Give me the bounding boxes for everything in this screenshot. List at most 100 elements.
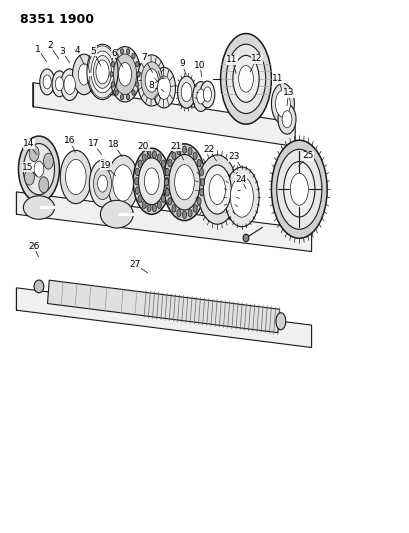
Text: 8351 1900: 8351 1900 [20,13,94,26]
Text: 18: 18 [108,141,119,149]
Text: 7: 7 [141,53,147,62]
Ellipse shape [192,82,209,111]
Ellipse shape [88,46,117,98]
Ellipse shape [164,168,168,176]
Ellipse shape [137,55,166,106]
Ellipse shape [29,146,39,161]
Ellipse shape [120,49,124,54]
Ellipse shape [197,159,201,167]
Circle shape [34,280,44,293]
Ellipse shape [145,69,158,92]
Ellipse shape [275,313,285,330]
Ellipse shape [110,71,113,77]
Text: 3: 3 [59,47,65,55]
Ellipse shape [238,66,253,92]
Ellipse shape [55,77,63,91]
Ellipse shape [161,160,165,167]
Ellipse shape [271,140,326,238]
Ellipse shape [120,94,124,100]
Ellipse shape [115,90,118,95]
Ellipse shape [275,90,290,117]
Ellipse shape [152,151,156,158]
Text: 17: 17 [88,140,99,148]
Ellipse shape [34,161,44,177]
Ellipse shape [157,76,170,99]
Text: 14: 14 [23,140,34,148]
Ellipse shape [188,148,192,155]
Polygon shape [33,83,294,147]
Text: 20: 20 [137,142,149,150]
Ellipse shape [203,165,231,214]
Ellipse shape [107,155,138,211]
Ellipse shape [78,64,90,85]
Ellipse shape [43,75,51,89]
Ellipse shape [135,187,139,195]
Ellipse shape [163,144,205,221]
Ellipse shape [112,165,133,201]
Ellipse shape [174,165,194,200]
Text: 21: 21 [170,142,182,150]
Ellipse shape [52,71,67,97]
Ellipse shape [141,62,162,99]
Ellipse shape [193,205,197,212]
Polygon shape [40,206,55,209]
Ellipse shape [230,176,253,217]
Ellipse shape [226,44,265,114]
Ellipse shape [118,62,131,86]
Ellipse shape [111,82,114,87]
Ellipse shape [161,195,165,203]
Ellipse shape [164,187,168,195]
Ellipse shape [157,154,161,161]
Ellipse shape [138,160,142,167]
Ellipse shape [144,168,159,195]
Text: 19: 19 [100,161,111,169]
Ellipse shape [132,90,135,95]
Ellipse shape [281,111,291,128]
Text: 15: 15 [22,163,34,172]
Ellipse shape [132,53,135,59]
Ellipse shape [39,177,49,193]
Text: 27: 27 [129,260,141,269]
Text: 2: 2 [47,42,53,50]
Ellipse shape [277,104,295,134]
Ellipse shape [137,71,140,77]
Polygon shape [16,288,311,348]
Ellipse shape [169,155,200,210]
Ellipse shape [135,61,139,67]
Ellipse shape [276,149,321,229]
Text: 1: 1 [35,45,40,53]
Ellipse shape [199,168,203,176]
Text: 22: 22 [203,145,214,154]
Ellipse shape [142,154,146,161]
Text: 23: 23 [228,152,240,161]
Ellipse shape [271,83,294,124]
Ellipse shape [60,150,91,204]
Text: 6: 6 [111,49,117,58]
Ellipse shape [100,200,133,228]
Ellipse shape [164,177,169,185]
Ellipse shape [197,155,236,224]
Ellipse shape [135,168,139,176]
Ellipse shape [193,152,197,160]
Ellipse shape [65,159,86,195]
Ellipse shape [138,158,164,205]
Polygon shape [47,280,279,333]
Ellipse shape [152,67,175,108]
Ellipse shape [157,201,161,208]
Ellipse shape [111,61,114,67]
Ellipse shape [133,148,170,214]
Polygon shape [16,192,311,252]
Ellipse shape [18,136,59,202]
Ellipse shape [138,195,142,203]
Ellipse shape [177,76,195,108]
Ellipse shape [109,46,140,102]
Ellipse shape [113,54,136,94]
Ellipse shape [64,75,75,94]
Ellipse shape [152,204,156,212]
Text: 13: 13 [282,88,294,97]
Ellipse shape [197,198,201,205]
Ellipse shape [165,189,169,196]
Polygon shape [117,213,134,216]
Text: 9: 9 [179,60,184,68]
Ellipse shape [135,82,139,87]
